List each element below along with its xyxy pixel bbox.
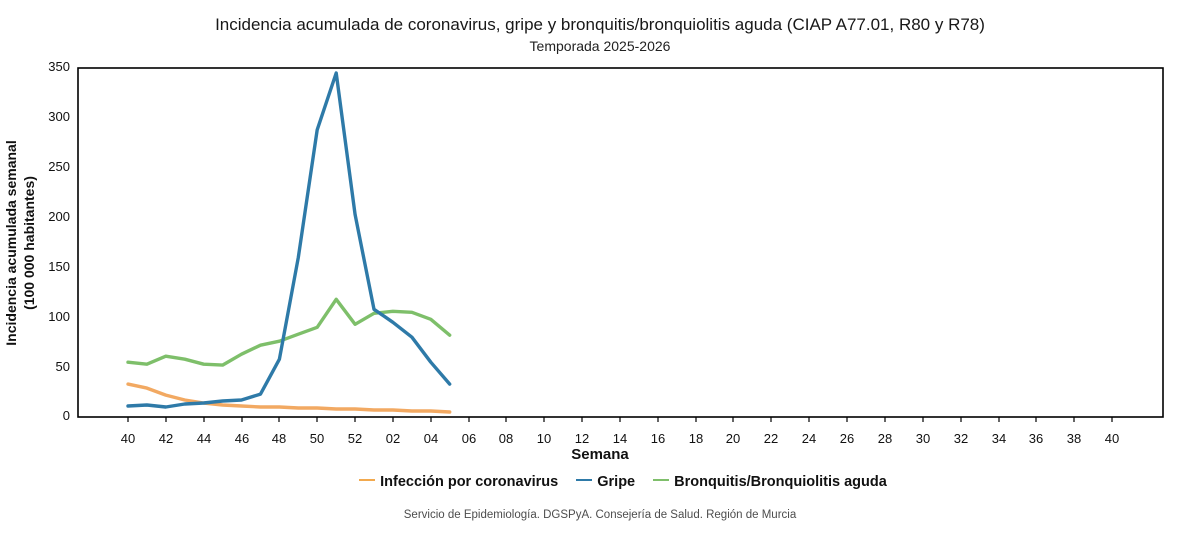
svg-text:0: 0 [63, 408, 70, 423]
svg-text:100: 100 [48, 309, 70, 324]
svg-text:30: 30 [916, 431, 930, 446]
svg-text:02: 02 [386, 431, 400, 446]
svg-text:16: 16 [651, 431, 665, 446]
svg-text:50: 50 [310, 431, 324, 446]
svg-text:300: 300 [48, 109, 70, 124]
svg-text:04: 04 [424, 431, 438, 446]
svg-text:38: 38 [1067, 431, 1081, 446]
svg-text:42: 42 [159, 431, 173, 446]
svg-text:200: 200 [48, 209, 70, 224]
svg-text:36: 36 [1029, 431, 1043, 446]
svg-text:22: 22 [764, 431, 778, 446]
svg-text:40: 40 [121, 431, 135, 446]
svg-text:350: 350 [48, 59, 70, 74]
svg-text:44: 44 [197, 431, 211, 446]
svg-text:150: 150 [48, 259, 70, 274]
svg-text:26: 26 [840, 431, 854, 446]
svg-text:34: 34 [992, 431, 1006, 446]
svg-text:18: 18 [689, 431, 703, 446]
svg-text:40: 40 [1105, 431, 1119, 446]
svg-text:28: 28 [878, 431, 892, 446]
svg-text:32: 32 [954, 431, 968, 446]
svg-text:250: 250 [48, 159, 70, 174]
svg-text:46: 46 [235, 431, 249, 446]
svg-text:50: 50 [56, 359, 70, 374]
svg-text:06: 06 [462, 431, 476, 446]
svg-text:52: 52 [348, 431, 362, 446]
svg-text:12: 12 [575, 431, 589, 446]
svg-text:10: 10 [537, 431, 551, 446]
svg-text:14: 14 [613, 431, 627, 446]
svg-text:48: 48 [272, 431, 286, 446]
svg-text:08: 08 [499, 431, 513, 446]
svg-text:20: 20 [726, 431, 740, 446]
svg-text:24: 24 [802, 431, 816, 446]
